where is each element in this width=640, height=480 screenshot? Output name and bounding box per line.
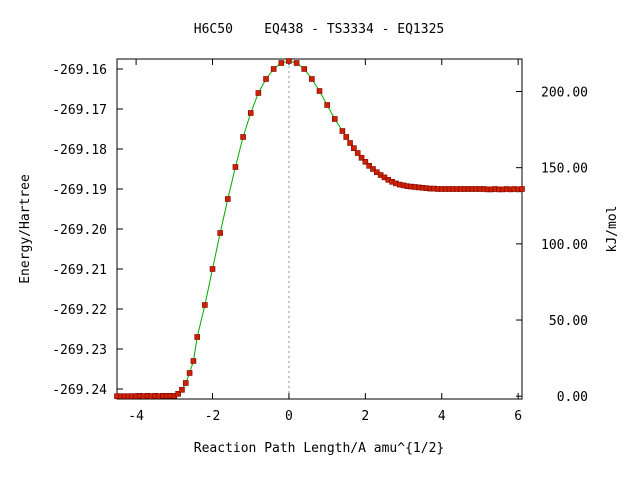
data-point <box>519 186 525 192</box>
y-tick-label: -269.24 <box>52 383 107 398</box>
data-point <box>217 230 223 236</box>
y2-axis-label: kJ/mol <box>605 206 620 253</box>
data-point <box>190 358 197 364</box>
data-point <box>309 76 315 82</box>
data-point <box>358 155 365 161</box>
energy-curve <box>117 60 523 397</box>
y2-tick-label: 200.00 <box>541 85 588 100</box>
data-point <box>209 266 216 272</box>
data-point <box>194 334 201 340</box>
data-points <box>114 58 525 400</box>
data-point <box>232 164 239 170</box>
data-point <box>301 66 308 72</box>
data-point <box>182 380 189 386</box>
x-tick-label: -4 <box>128 409 144 424</box>
x-tick-label: 4 <box>438 409 446 424</box>
data-point <box>339 128 346 134</box>
x-tick-label: 0 <box>285 409 293 424</box>
data-point <box>175 390 181 397</box>
x-axis-label: Reaction Path Length/A amu^{1/2} <box>194 441 444 456</box>
data-point <box>278 60 285 66</box>
y-tick-label: -269.22 <box>52 303 107 318</box>
data-point <box>225 196 231 202</box>
data-point <box>324 102 330 108</box>
y2-tick-label: 100.00 <box>541 238 588 253</box>
y-tick-label: -269.17 <box>52 103 107 118</box>
y-tick-label: -269.16 <box>52 63 107 78</box>
data-point <box>286 58 292 64</box>
data-point <box>347 140 353 146</box>
y-tick-label: -269.18 <box>52 143 107 158</box>
data-point <box>247 110 254 116</box>
data-point <box>293 60 300 66</box>
y2-tick-label: 150.00 <box>541 162 588 177</box>
x-axis-ticks: -4 -2 0 2 4 6 <box>128 59 522 424</box>
chart-title: H6C50 EQ438 - TS3334 - EQ1325 <box>194 22 444 37</box>
data-point <box>366 163 372 169</box>
data-point <box>351 145 357 151</box>
y-tick-label: -269.21 <box>52 263 107 278</box>
data-point <box>362 159 369 165</box>
y-tick-label: -269.23 <box>52 343 107 358</box>
data-point <box>316 88 323 94</box>
x-tick-label: -2 <box>205 409 221 424</box>
data-point <box>263 76 269 82</box>
data-point <box>270 66 277 72</box>
x-tick-label: 6 <box>514 409 522 424</box>
data-point <box>343 134 350 140</box>
data-point <box>186 370 193 376</box>
plot-frame <box>116 58 523 400</box>
data-point <box>255 90 262 96</box>
y-axis-label: Energy/Hartree <box>18 174 33 284</box>
data-point <box>374 169 380 175</box>
data-point <box>331 116 338 122</box>
y-axis-ticks: -269.16 -269.17 -269.18 -269.19 -269.20 -269.… <box>52 63 123 398</box>
data-point <box>179 386 185 393</box>
y-tick-label: -269.20 <box>52 223 107 238</box>
y-tick-label: -269.19 <box>52 183 107 198</box>
data-point <box>370 166 376 172</box>
x-tick-label: 2 <box>361 409 369 424</box>
y2-tick-label: 0.00 <box>557 390 588 405</box>
data-point <box>240 134 246 140</box>
y2-tick-label: 50.00 <box>549 314 588 329</box>
data-point <box>354 150 361 156</box>
data-point <box>202 302 208 308</box>
y2-axis-ticks: 0.00 50.00 100.00 150.00 200.00 <box>516 85 588 405</box>
